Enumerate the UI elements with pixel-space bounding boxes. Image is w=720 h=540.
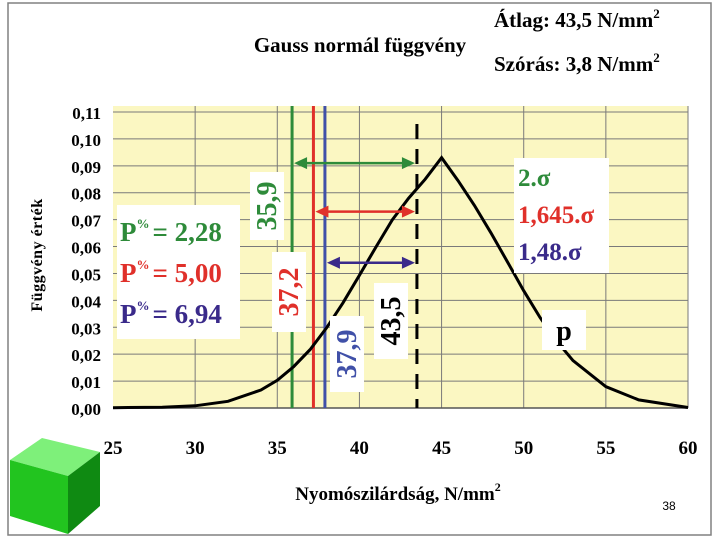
- left-legend-item: P% = 6,94: [120, 298, 222, 329]
- y-tick-label: 0,08: [71, 185, 101, 204]
- x-tick-label: 30: [186, 438, 205, 459]
- p-label: p: [556, 316, 572, 347]
- distance-arrow: [294, 157, 415, 170]
- reference-line-labels: 35,9 37,2 37,9 43,5: [250, 172, 408, 392]
- svg-text:43,5: 43,5: [376, 297, 407, 346]
- p-box: [542, 310, 586, 350]
- x-tick-labels: 25 30 35 40 45 50 55 60: [104, 438, 698, 459]
- y-tick-label: 0,03: [71, 319, 101, 338]
- y-axis-title: Függvény érték: [29, 198, 46, 311]
- x-tick-label: 35: [268, 438, 287, 459]
- x-axis-title: Nyomószilárdság, N/mm2: [295, 480, 500, 505]
- x-tick-label: 25: [104, 438, 123, 459]
- y-tick-label: 0,11: [72, 104, 101, 123]
- y-tick-label: 0,05: [71, 265, 101, 284]
- left-legend-items: P% = 2,28 P% = 5,00 P% = 6,94: [120, 216, 222, 329]
- right-legend-item: 2.σ: [518, 165, 551, 192]
- x-tick-label: 55: [596, 438, 615, 459]
- y-tick-label: 0,09: [71, 158, 101, 177]
- reference-line-label: 37,2: [272, 252, 306, 332]
- left-legend-item: P% = 2,28: [120, 216, 222, 247]
- y-tick-label: 0,04: [71, 292, 101, 311]
- right-legend-items: 2.σ 1,645.σ 1,48.σ: [518, 165, 595, 266]
- y-tick-label: 0,10: [71, 131, 101, 150]
- x-tick-label: 50: [514, 438, 533, 459]
- right-legend-box: [514, 158, 609, 273]
- left-legend-item: P% = 5,00: [120, 257, 222, 288]
- svg-text:37,2: 37,2: [274, 268, 305, 317]
- x-tick-label: 40: [350, 438, 369, 459]
- y-tick-label: 0,07: [71, 212, 101, 231]
- right-legend-item: 1,645.σ: [518, 202, 595, 229]
- x-tick-label: 45: [432, 438, 451, 459]
- chart-title: Gauss normál függvény: [254, 33, 467, 57]
- distance-arrow: [315, 205, 415, 218]
- right-legend: 2.σ 1,645.σ 1,48.σ: [514, 158, 609, 273]
- reference-line-label: 37,9: [330, 316, 364, 392]
- reference-line-label: 43,5: [374, 283, 408, 359]
- green-cube-icon: [10, 438, 100, 534]
- y-tick-label: 0,06: [71, 239, 101, 258]
- sd-label: Szórás: 3,8 N/mm2: [494, 50, 660, 76]
- right-legend-item: 1,48.σ: [518, 239, 582, 266]
- left-legend: P% = 2,28 P% = 5,00 P% = 6,94: [117, 205, 240, 339]
- x-tick-label: 60: [679, 438, 698, 459]
- y-tick-labels: 0,00 0,01 0,02 0,03 0,04 0,05 0,06 0,07 0,08 0,09…: [71, 104, 101, 419]
- svg-text:35,9: 35,9: [252, 182, 283, 231]
- svg-text:37,9: 37,9: [332, 330, 363, 379]
- y-tick-label: 0,01: [71, 373, 101, 392]
- mean-label: Átlag: 43,5 N/mm2: [494, 6, 660, 32]
- reference-line-label: 35,9: [250, 172, 284, 240]
- distance-arrows: [294, 157, 415, 269]
- y-tick-label: 0,02: [71, 346, 101, 365]
- left-legend-box: [117, 205, 240, 339]
- page-number: 38: [662, 499, 676, 513]
- y-tick-label: 0,00: [71, 400, 101, 419]
- distance-arrow: [326, 256, 415, 269]
